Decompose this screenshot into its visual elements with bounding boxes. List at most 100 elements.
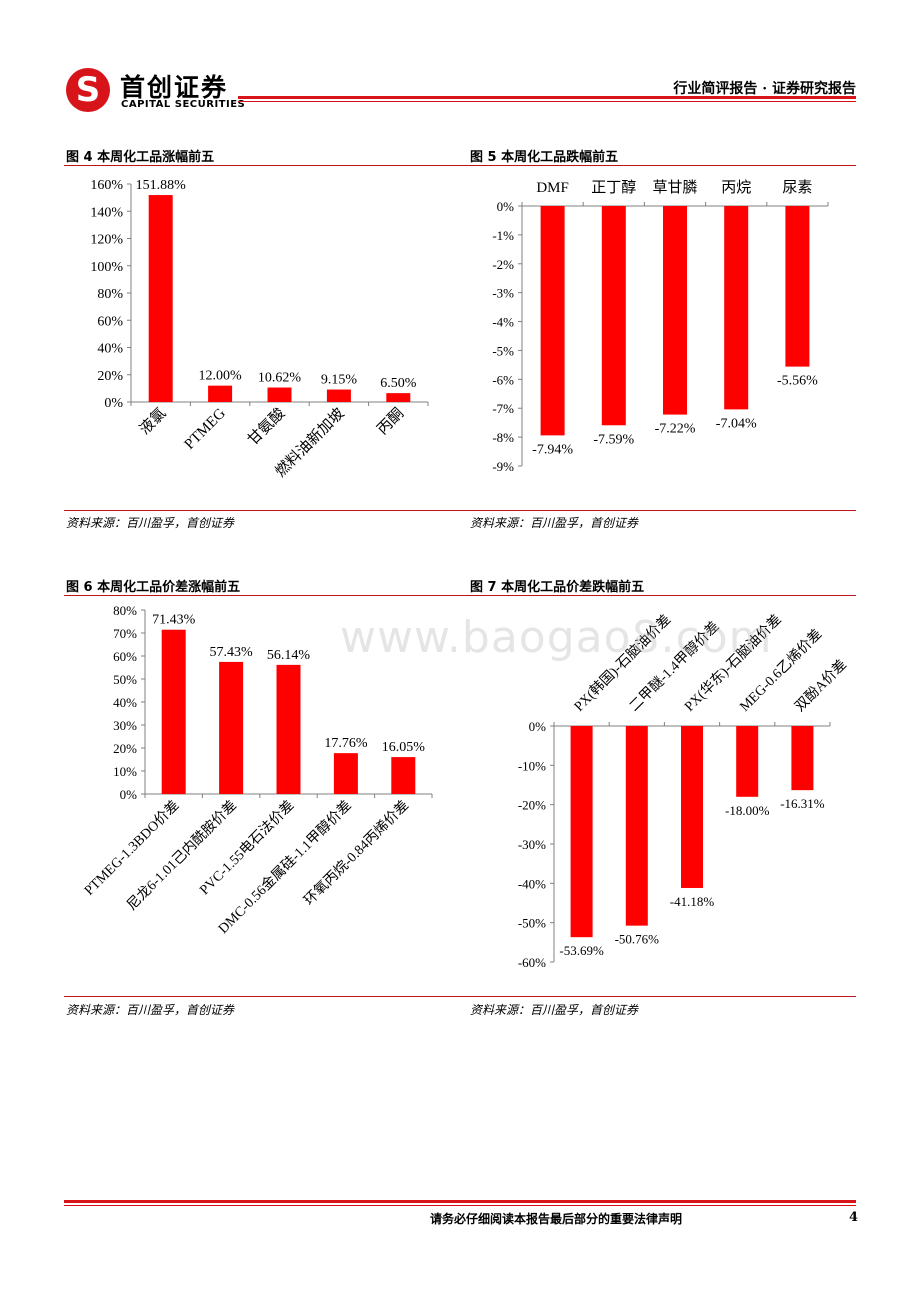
fig7-data-label: -18.00% xyxy=(725,803,770,818)
logo-s-glyph: S xyxy=(75,70,101,110)
fig4-data-label: 10.62% xyxy=(258,371,302,386)
fig5-title: 图 5 本周化工品跌幅前五 xyxy=(470,150,619,165)
fig6-y-tick-label: 40% xyxy=(113,695,137,710)
fig6-y-tick-label: 10% xyxy=(113,764,137,779)
fig5-category-label: 草甘膦 xyxy=(652,179,697,196)
fig6-y-tick-label: 80% xyxy=(113,603,137,618)
fig7-y-tick-label: -60% xyxy=(518,955,546,970)
fig-row2-top-rule xyxy=(64,595,856,596)
fig6-data-label: 57.43% xyxy=(210,645,254,660)
fig5-y-tick-label: -8% xyxy=(492,430,514,445)
fig7-y-tick-label: -20% xyxy=(518,798,546,813)
fig7-data-label: -53.69% xyxy=(559,943,604,958)
fig4-y-tick-label: 160% xyxy=(90,178,123,193)
fig7-y-tick-label: 0% xyxy=(529,719,547,734)
fig6-data-label: 16.05% xyxy=(382,740,426,755)
fig7-data-label: -16.31% xyxy=(780,796,825,811)
fig7-y-tick-label: -40% xyxy=(518,876,546,891)
fig4-y-tick-label: 100% xyxy=(90,260,123,275)
fig5-data-label: -7.22% xyxy=(655,422,696,437)
fig6-bar xyxy=(333,753,358,794)
footer-disclaimer: 请务必仔细阅读本报告最后部分的重要法律声明 xyxy=(430,1212,683,1226)
fig6-y-tick-label: 50% xyxy=(113,672,137,687)
fig5-category-label: DMF xyxy=(536,180,569,196)
fig5-data-label: -7.59% xyxy=(593,432,634,447)
fig6-data-label: 56.14% xyxy=(267,648,311,663)
fig5-y-tick-label: -9% xyxy=(492,459,514,474)
fig6-title: 图 6 本周化工品价差涨幅前五 xyxy=(66,580,241,595)
brand-name-cn: 首创证券 xyxy=(120,73,229,102)
fig6-data-label: 17.76% xyxy=(324,736,368,751)
fig7-title: 图 7 本周化工品价差跌幅前五 xyxy=(470,580,645,595)
document-type: 行业简评报告 · 证券研究报告 xyxy=(673,81,856,97)
fig5-category-label: 正丁醇 xyxy=(591,179,636,196)
fig7-y-tick-label: -50% xyxy=(518,916,546,931)
fig5-category-label: 尿素 xyxy=(782,179,812,196)
fig5-source: 资料来源：百川盈孚，首创证券 xyxy=(470,516,639,530)
fig4-bar xyxy=(386,393,411,402)
brand-name-en: CAPITAL SECURITIES xyxy=(121,99,246,110)
fig7-category-label: 双酚A价差 xyxy=(792,657,850,715)
page-number: 4 xyxy=(848,1210,858,1225)
fig7-bar xyxy=(791,726,814,791)
fig5-data-label: -7.94% xyxy=(532,442,573,457)
fig5-y-tick-label: -5% xyxy=(492,343,514,358)
fig5-y-tick-label: -7% xyxy=(492,401,514,416)
fig6-bar xyxy=(276,664,301,794)
fig6-bar xyxy=(391,757,416,794)
fig6-y-tick-label: 60% xyxy=(113,649,137,664)
fig5-data-label: -7.04% xyxy=(716,416,757,431)
fig5-y-tick-label: -2% xyxy=(492,257,514,272)
fig4-data-label: 12.00% xyxy=(199,369,243,384)
watermark-text: www.baogao8.com xyxy=(340,612,773,663)
fig6-bar xyxy=(219,661,244,794)
fig4-y-tick-label: 60% xyxy=(97,314,123,329)
fig6-data-label: 71.43% xyxy=(152,613,196,628)
fig7-data-label: -41.18% xyxy=(670,894,715,909)
fig7-bar xyxy=(570,726,593,938)
header-divider-thin xyxy=(238,101,856,102)
fig6-bar xyxy=(161,629,186,794)
fig6-y-tick-label: 20% xyxy=(113,741,137,756)
header-divider xyxy=(238,96,856,99)
fig-row2-bottom-rule xyxy=(64,996,856,997)
fig5-y-tick-label: 0% xyxy=(497,199,515,214)
fig5-y-tick-label: -1% xyxy=(492,228,514,243)
fig4-y-tick-label: 0% xyxy=(104,396,123,411)
fig5-bar xyxy=(785,206,810,367)
footer-divider xyxy=(64,1200,856,1203)
fig-row1-bottom-rule xyxy=(64,510,856,511)
fig4-bar xyxy=(326,389,351,402)
fig7-bar xyxy=(681,726,703,888)
fig-row1-top-rule xyxy=(64,165,856,166)
fig4-bar xyxy=(267,387,292,402)
fig7-bar xyxy=(625,726,648,926)
fig4-y-tick-label: 140% xyxy=(90,205,123,220)
fig4-data-label: 6.50% xyxy=(380,376,417,391)
fig5-category-label: 丙烷 xyxy=(721,179,751,196)
fig6-source: 资料来源：百川盈孚，首创证券 xyxy=(66,1003,235,1017)
fig5-bar xyxy=(663,206,687,415)
fig4-y-tick-label: 40% xyxy=(97,342,123,357)
fig7-bar xyxy=(736,726,759,797)
fig4-y-tick-label: 120% xyxy=(90,233,123,248)
fig5-bar xyxy=(724,206,749,410)
fig4-data-label: 151.88% xyxy=(136,178,187,193)
fig5-y-tick-label: -6% xyxy=(492,372,514,387)
fig7-source: 资料来源：百川盈孚，首创证券 xyxy=(470,1003,639,1017)
fig7-y-tick-label: -30% xyxy=(518,837,546,852)
fig5-data-label: -5.56% xyxy=(777,374,818,389)
fig4-y-tick-label: 80% xyxy=(97,287,123,302)
footer-divider-thin xyxy=(64,1205,856,1206)
fig4-bar xyxy=(208,385,233,402)
fig4-title: 图 4 本周化工品涨幅前五 xyxy=(66,150,215,165)
fig6-y-tick-label: 0% xyxy=(120,787,138,802)
fig4-y-tick-label: 20% xyxy=(97,369,123,384)
fig5-y-tick-label: -4% xyxy=(492,315,514,330)
fig4-source: 资料来源：百川盈孚，首创证券 xyxy=(66,516,235,530)
fig6-y-tick-label: 70% xyxy=(113,626,137,641)
